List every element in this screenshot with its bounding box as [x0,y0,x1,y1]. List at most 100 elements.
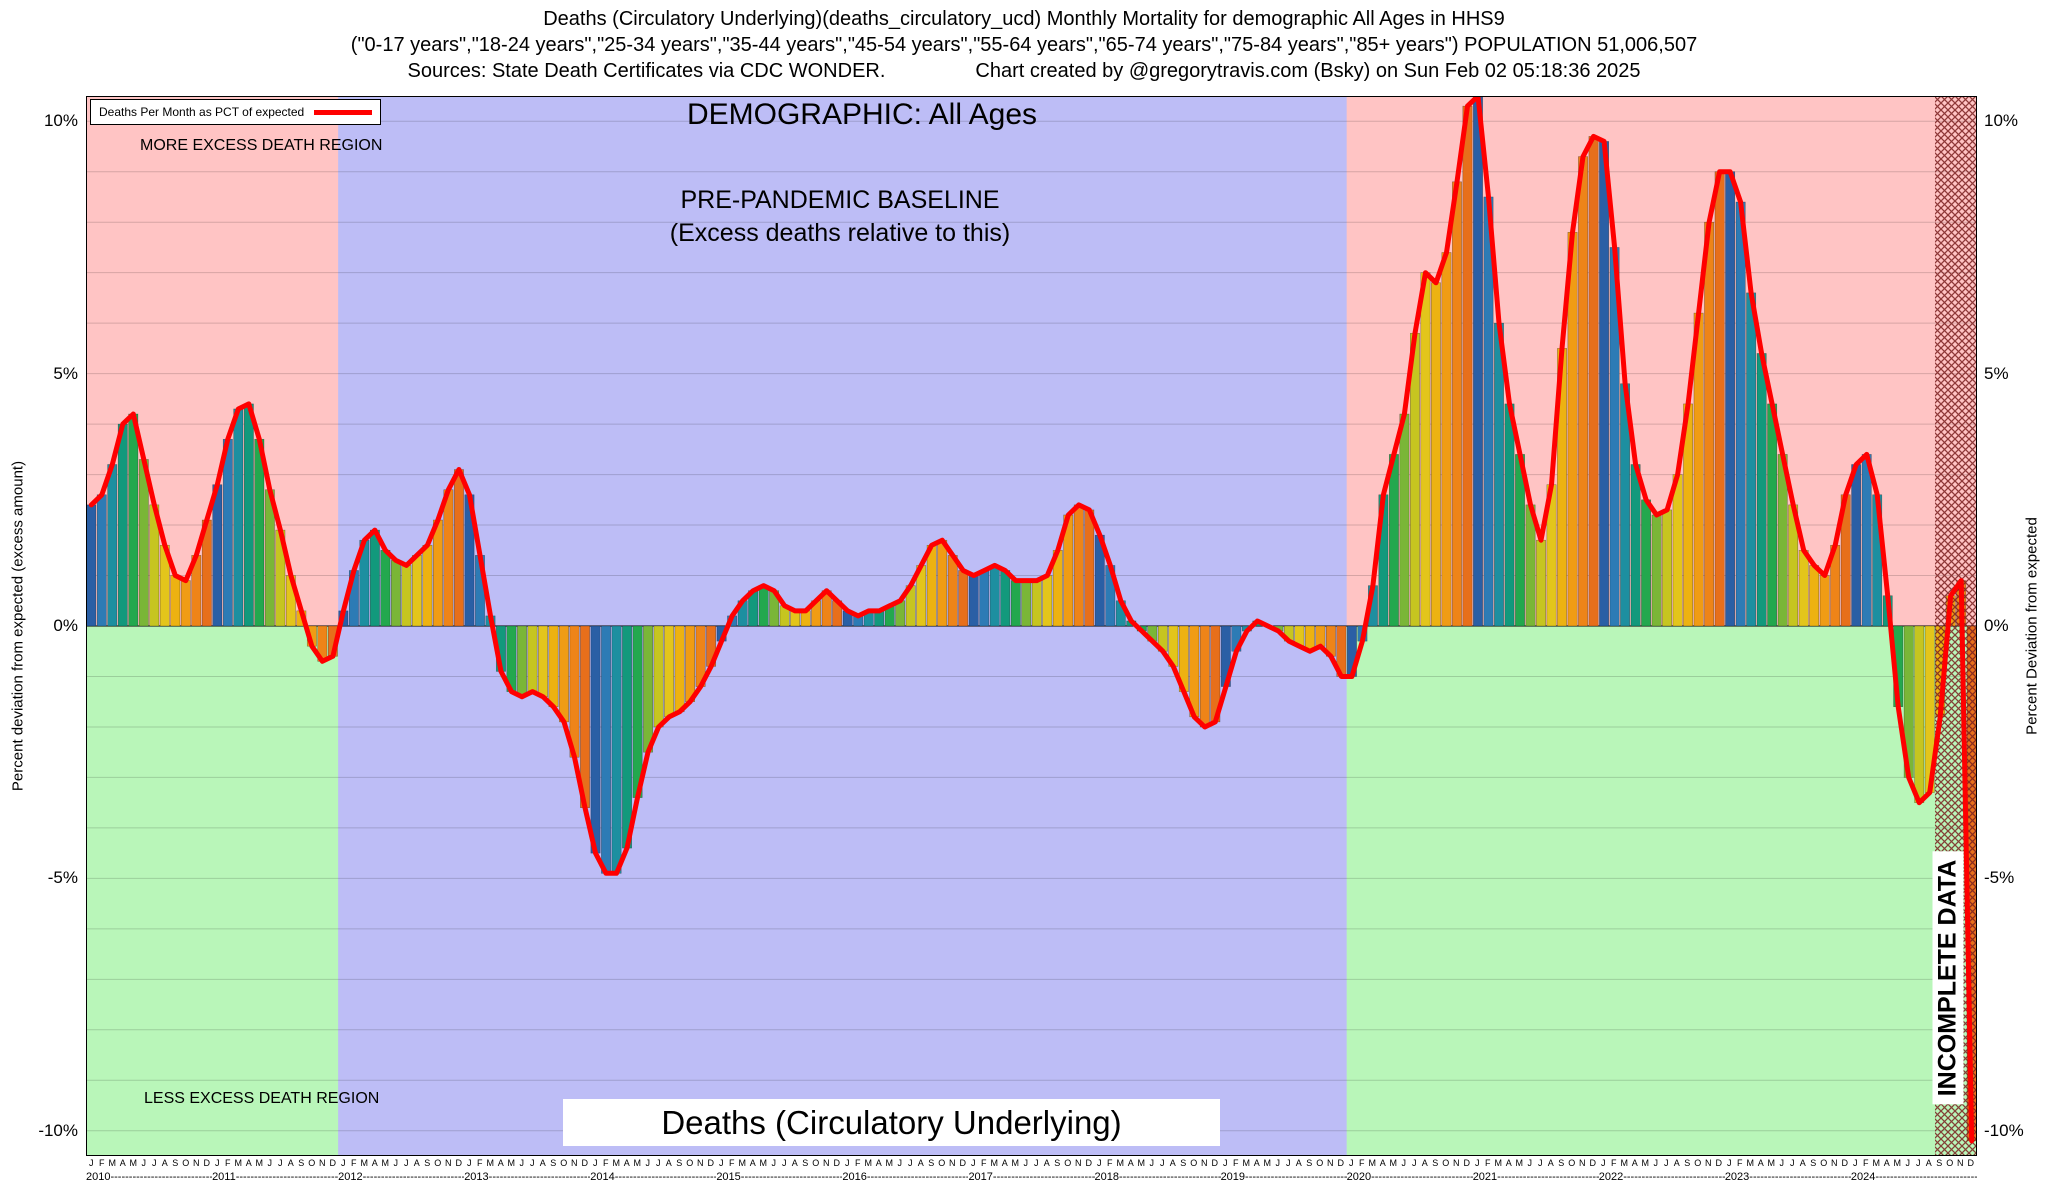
month-tick-label: M [129,1158,138,1168]
month-tick-label: S [1558,1158,1565,1168]
month-tick-label: F [99,1158,105,1168]
month-bar [643,625,653,753]
month-tick-label: S [172,1158,179,1168]
month-tick-label: O [812,1158,820,1168]
baseline-annotation-line1: PRE-PANDEMIC BASELINE [680,186,1000,214]
month-tick-label: J [845,1158,850,1168]
month-tick-label: M [885,1158,894,1168]
y-axis-label-left: Percent deviation from expected (excess … [9,460,27,792]
month-tick-label: J [719,1158,724,1168]
month-tick-label: O [560,1158,568,1168]
month-tick-label: J [341,1158,346,1168]
month-tick-label: A [287,1158,294,1168]
year-tick-label: 2015------------------------------ [716,1171,843,1183]
month-bar [454,469,464,627]
month-tick-label: S [802,1158,809,1168]
chart-title-line1: Deaths (Circulatory Underlying)(deaths_c… [543,8,1505,30]
month-tick-label: A [371,1158,378,1168]
month-bar [1073,504,1084,627]
month-bar [968,575,979,627]
month-bar [758,585,769,627]
month-bar [1725,171,1736,627]
month-tick-label: F [1863,1158,1869,1168]
month-bar [1031,580,1042,627]
incomplete-data-label: INCOMPLETE DATA [1932,851,1964,1105]
month-tick-label: M [1011,1158,1020,1168]
month-bar [1000,570,1011,627]
month-bar [527,625,538,692]
year-tick-label: 2016------------------------------ [842,1171,969,1183]
bottom-title-box: Deaths (Circulatory Underlying) [563,1099,1220,1146]
month-tick-label: M [234,1158,243,1168]
month-tick-label: J [1286,1158,1291,1168]
month-tick-label: F [603,1158,609,1168]
month-tick-label: O [938,1158,946,1168]
month-tick-label: F [1485,1158,1491,1168]
year-tick-label: 2014------------------------------ [590,1171,717,1183]
month-tick-label: J [89,1158,94,1168]
month-tick-label: S [550,1158,557,1168]
month-tick-label: N [697,1158,704,1168]
month-bar [1441,252,1452,627]
month-tick-label: F [225,1158,231,1168]
month-tick-label: A [1925,1158,1932,1168]
month-bar [1809,565,1820,627]
month-tick-label: S [1180,1158,1187,1168]
month-bar [548,625,559,708]
month-bar [1735,201,1746,627]
month-tick-label: S [1054,1158,1061,1168]
month-tick-label: N [1831,1158,1838,1168]
month-tick-label: A [917,1158,924,1168]
month-tick-label: M [990,1158,999,1168]
month-tick-label: S [1432,1158,1439,1168]
month-tick-label: J [1853,1158,1858,1168]
month-tick-label: M [759,1158,768,1168]
month-bar [1473,96,1483,627]
month-bar [1662,509,1672,627]
month-tick-label: A [1673,1158,1680,1168]
month-tick-label: M [738,1158,747,1168]
month-bar [391,560,401,627]
month-tick-label: A [1001,1158,1008,1168]
month-tick-label: N [1075,1158,1082,1168]
month-tick-label: A [791,1158,798,1168]
month-tick-label: O [1694,1158,1702,1168]
month-tick-label: A [1253,1158,1260,1168]
month-tick-label: J [897,1158,903,1168]
month-tick-label: N [1327,1158,1334,1168]
year-tick-label: 2012------------------------------ [338,1171,465,1183]
month-tick-label: A [1505,1158,1512,1168]
month-tick-label: J [1401,1158,1407,1168]
month-tick-label: D [1967,1158,1975,1168]
month-bar [1536,539,1546,627]
month-tick-label: D [959,1158,967,1168]
y-tick-label-right: -10% [1984,1120,2024,1140]
month-tick-label: A [749,1158,756,1168]
month-tick-label: J [1727,1158,1732,1168]
year-tick-label: 2013------------------------------ [464,1171,591,1183]
legend: Deaths Per Month as PCT of expected [90,99,382,125]
month-bar [1851,464,1862,627]
month-bar [170,575,181,627]
month-tick-label: D [1841,1158,1849,1168]
month-tick-label: M [255,1158,264,1168]
demographic-label: DEMOGRAPHIC: All Ages [686,98,1038,131]
month-bar [611,625,622,874]
month-tick-label: D [455,1158,463,1168]
month-tick-label: O [182,1158,190,1168]
month-tick-label: O [1442,1158,1450,1168]
month-bar [1861,454,1872,627]
month-bar [1431,282,1441,627]
month-tick-label: D [203,1158,211,1168]
month-bar [443,489,454,627]
month-tick-label: J [1905,1158,1911,1168]
month-tick-label: J [404,1158,409,1168]
month-bar [107,464,118,627]
month-tick-label: J [656,1158,661,1168]
month-tick-label: F [981,1158,987,1168]
month-tick-label: M [1116,1158,1125,1168]
month-tick-label: F [351,1158,357,1168]
month-tick-label: M [507,1158,516,1168]
month-bar [979,570,990,627]
month-bar [233,408,244,627]
